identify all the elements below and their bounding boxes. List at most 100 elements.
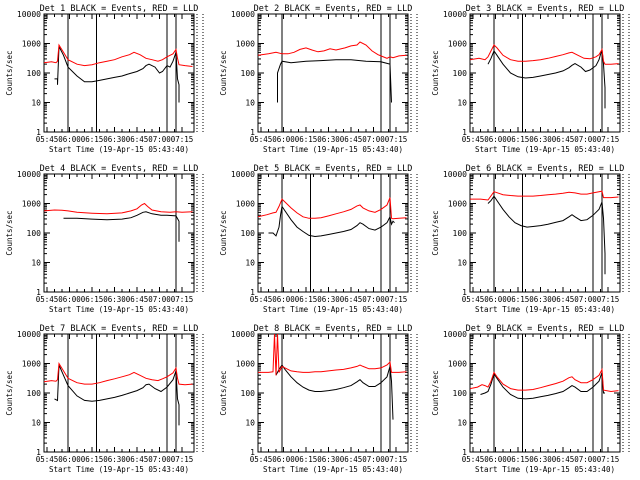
y-tick-label: 100 — [453, 389, 468, 398]
x-tick-label: 05:45 — [250, 455, 273, 464]
detector-panel-1: 1 10 100 1000 10000 05:45 06:00 06:15 06:30 06:45… — [5, 3, 204, 154]
plot-frame — [257, 333, 409, 453]
y-axis-label: Counts/sec — [5, 50, 14, 95]
panel-title: Det 8 BLACK = Events, RED = LLD — [254, 324, 413, 334]
y-tick-label: 10 — [457, 259, 467, 268]
x-tick-label: 05:45 — [36, 135, 59, 144]
x-tick-label: 06:45 — [340, 135, 363, 144]
x-tick-label: 07:15 — [597, 455, 620, 464]
detector-panel-4: 1 10 100 1000 10000 05:45 06:00 06:15 06:30 06:45… — [5, 163, 204, 314]
x-axis-label: Start Time (19-Apr-15 05:43:40) — [49, 305, 189, 314]
x-tick-label: 07:15 — [171, 295, 194, 304]
y-tick-label: 1 — [250, 448, 255, 457]
detector-panel-7: 1 10 100 1000 10000 05:45 06:00 06:15 06:30 06:45… — [5, 323, 204, 474]
x-axis-label: Start Time (19-Apr-15 05:43:40) — [263, 465, 403, 474]
title-background — [474, 163, 616, 173]
y-axis-label: Counts/sec — [219, 210, 228, 255]
y-tick-label: 1 — [250, 128, 255, 137]
x-tick-label: 05:45 — [462, 455, 485, 464]
y-tick-label: 1000 — [22, 200, 41, 209]
x-tick-label: 07:00 — [148, 135, 171, 144]
x-tick-label: 07:15 — [171, 455, 194, 464]
panel-title: Det 6 BLACK = Events, RED = LLD — [466, 164, 625, 174]
plot-frame — [469, 333, 621, 453]
detector-panel-2: 1 10 100 1000 10000 05:45 06:00 06:15 06:30 06:45… — [219, 3, 418, 154]
title-background — [262, 323, 404, 333]
y-axis-label: Counts/sec — [431, 370, 440, 415]
x-tick-label: 06:30 — [103, 455, 126, 464]
plot-frame — [43, 13, 195, 133]
detector-panel-9: 1 10 100 1000 10000 05:45 06:00 06:15 06:30 06:45… — [431, 323, 630, 474]
x-tick-label: 07:00 — [362, 295, 385, 304]
y-tick-label: 1 — [462, 448, 467, 457]
title-background — [48, 163, 190, 173]
events-series-line — [54, 44, 180, 103]
events-series-line — [54, 364, 180, 426]
x-tick-label: 06:00 — [272, 135, 295, 144]
x-tick-label: 07:15 — [385, 455, 408, 464]
panel-title: Det 3 BLACK = Events, RED = LLD — [466, 4, 625, 14]
detector-panel-6: 1 10 100 1000 10000 05:45 06:00 06:15 06:30 06:45… — [431, 163, 630, 314]
y-tick-label: 10000 — [17, 330, 41, 339]
y-tick-label: 10000 — [443, 170, 467, 179]
x-tick-label: 06:00 — [484, 295, 507, 304]
x-tick-label: 07:15 — [597, 295, 620, 304]
x-tick-label: 07:00 — [574, 455, 597, 464]
lld-series-line — [44, 361, 193, 386]
x-tick-label: 06:00 — [272, 455, 295, 464]
x-tick-label: 07:00 — [362, 135, 385, 144]
y-tick-label: 10 — [457, 99, 467, 108]
x-tick-label: 06:00 — [484, 135, 507, 144]
panel-title: Det 9 BLACK = Events, RED = LLD — [466, 324, 625, 334]
x-tick-label: 06:45 — [340, 455, 363, 464]
x-tick-label: 06:15 — [81, 135, 104, 144]
x-tick-label: 06:15 — [81, 455, 104, 464]
y-axis-label: Counts/sec — [431, 210, 440, 255]
x-axis-label: Start Time (19-Apr-15 05:43:40) — [49, 145, 189, 154]
x-tick-label: 06:45 — [126, 295, 149, 304]
y-tick-label: 1 — [36, 288, 41, 297]
x-tick-label: 06:15 — [295, 135, 318, 144]
y-tick-label: 1000 — [236, 360, 255, 369]
plot-frame — [257, 13, 409, 133]
y-tick-label: 100 — [453, 229, 468, 238]
x-tick-label: 06:15 — [507, 295, 530, 304]
x-axis-label: Start Time (19-Apr-15 05:43:40) — [263, 305, 403, 314]
lld-series-line — [470, 44, 619, 65]
x-tick-label: 06:30 — [103, 135, 126, 144]
y-tick-label: 100 — [241, 229, 256, 238]
y-tick-label: 10 — [245, 419, 255, 428]
x-tick-label: 06:00 — [484, 455, 507, 464]
lld-series-line — [470, 367, 619, 393]
y-tick-label: 10 — [31, 259, 41, 268]
title-background — [474, 323, 616, 333]
plot-frame — [43, 173, 195, 293]
events-series-line — [487, 195, 606, 275]
x-tick-label: 06:15 — [507, 135, 530, 144]
y-tick-label: 1000 — [448, 360, 467, 369]
y-tick-label: 1 — [36, 128, 41, 137]
x-tick-label: 07:15 — [385, 295, 408, 304]
y-tick-label: 1000 — [448, 40, 467, 49]
events-series-line — [275, 364, 394, 420]
x-tick-label: 06:00 — [58, 135, 81, 144]
x-tick-label: 06:30 — [317, 135, 340, 144]
x-tick-label: 05:45 — [36, 295, 59, 304]
x-tick-label: 06:30 — [529, 455, 552, 464]
y-tick-label: 10000 — [231, 330, 255, 339]
title-background — [48, 323, 190, 333]
x-tick-label: 07:00 — [148, 295, 171, 304]
y-tick-label: 100 — [27, 389, 42, 398]
title-background — [262, 3, 404, 13]
x-tick-label: 07:00 — [362, 455, 385, 464]
x-tick-label: 06:45 — [126, 455, 149, 464]
x-tick-label: 05:45 — [462, 135, 485, 144]
x-tick-label: 06:45 — [552, 295, 575, 304]
y-axis-label: Counts/sec — [5, 210, 14, 255]
x-tick-label: 06:30 — [529, 295, 552, 304]
x-tick-label: 06:30 — [317, 455, 340, 464]
lld-series-line — [258, 41, 407, 59]
events-series-line — [487, 49, 606, 109]
y-tick-label: 100 — [453, 69, 468, 78]
y-tick-label: 10 — [245, 99, 255, 108]
